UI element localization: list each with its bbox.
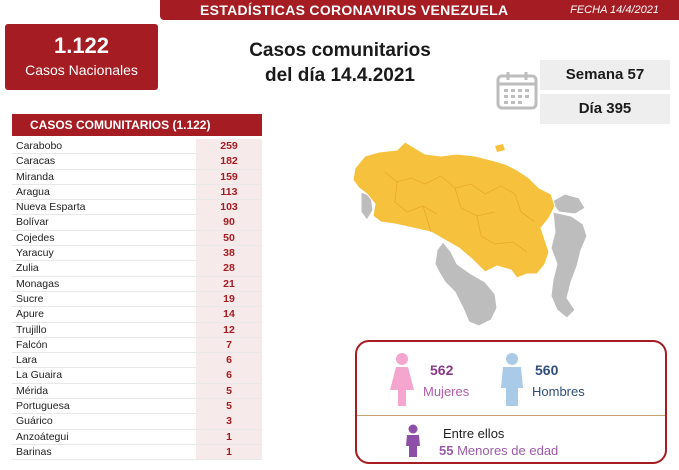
row-value: 21 (196, 276, 262, 292)
row-value: 19 (196, 291, 262, 307)
table-row: Falcón 7 (12, 337, 262, 354)
row-state: Miranda (16, 170, 54, 183)
row-value: 50 (196, 230, 262, 246)
table-row: Zulia 28 (12, 261, 262, 277)
row-value: 5 (196, 383, 262, 399)
row-state: Lara (16, 354, 38, 367)
header-bar: ESTADÍSTICAS CORONAVIRUS VENEZUELA FECHA… (0, 0, 679, 22)
row-value: 14 (196, 307, 262, 322)
row-state: Falcón (16, 338, 48, 351)
row-value: 259 (196, 139, 262, 154)
row-state: Yaracuy (16, 247, 54, 260)
table-row: Sucre 19 (12, 291, 262, 308)
men-label: Hombres (532, 384, 585, 399)
men-count: 560 (535, 362, 559, 378)
row-value: 6 (196, 368, 262, 383)
cases-table-header: CASOS COMUNITARIOS (1.122) (12, 114, 262, 136)
table-row: Trujillo 12 (12, 322, 262, 338)
row-value: 1 (196, 444, 262, 460)
table-row: Anzoátegui 1 (12, 429, 262, 445)
table-row: Guárico 3 (12, 414, 262, 430)
minors-count: 55 (439, 443, 454, 458)
map-region-yellow (352, 141, 556, 279)
row-state: Anzoátegui (16, 430, 69, 443)
row-state: Caracas (16, 155, 56, 168)
row-value: 7 (196, 337, 262, 353)
table-row: Caracas 182 (12, 154, 262, 170)
table-row: Yaracuy 38 (12, 246, 262, 262)
cases-table: Carabobo 259 Caracas 182 Miranda 159 Aragua 113… (12, 139, 262, 461)
row-state: Carabobo (16, 140, 63, 152)
woman-icon (390, 353, 414, 406)
total-cases-label: Casos Nacionales (25, 62, 138, 78)
row-state: La Guaira (16, 369, 63, 382)
row-state: Apure (16, 308, 45, 321)
day-counter: Día 395 (540, 94, 670, 124)
row-state: Aragua (16, 185, 50, 198)
among-them-label: Entre ellos (443, 426, 505, 441)
table-row: Lara 6 (12, 353, 262, 369)
man-icon (501, 353, 523, 406)
headline: Casos comunitarios del día 14.4.2021 (215, 38, 465, 88)
gender-divider (357, 415, 665, 416)
row-state: Bolívar (16, 216, 49, 229)
table-row: Carabobo 259 (12, 139, 262, 155)
row-state: Portuguesa (16, 400, 70, 413)
row-value: 6 (196, 353, 262, 368)
row-value: 113 (196, 184, 262, 200)
table-row: La Guaira 6 (12, 368, 262, 384)
table-row: Nueva Esparta 103 (12, 200, 262, 216)
women-label: Mujeres (423, 384, 470, 399)
row-state: Mérida (16, 384, 49, 397)
row-state: Barinas (16, 445, 52, 458)
row-value: 90 (196, 215, 262, 230)
row-state: Zulia (16, 262, 39, 275)
total-cases-number: 1.122 (53, 33, 110, 58)
table-row: Barinas 1 (12, 444, 262, 461)
headline-line1: Casos comunitarios (249, 40, 431, 61)
calendar-icon (496, 72, 538, 110)
row-state: Trujillo (16, 323, 47, 336)
row-value: 159 (196, 169, 262, 185)
row-state: Guárico (16, 415, 53, 428)
gender-breakdown-box: 562 Mujeres 560 Hombres Entre ellos 55 M… (355, 340, 667, 464)
map-region-gray-east (550, 211, 588, 319)
row-state: Monagas (16, 277, 60, 290)
row-state: Sucre (16, 292, 44, 305)
headline-line2: del día 14.4.2021 (265, 65, 415, 86)
venezuela-map (352, 141, 588, 327)
minors-label: Menores de edad (457, 443, 559, 458)
table-row: Aragua 113 (12, 184, 262, 201)
row-value: 12 (196, 322, 262, 338)
row-value: 1 (196, 429, 262, 445)
minors-line: 55 Menores de edad (439, 443, 558, 458)
table-row: Cojedes 50 (12, 230, 262, 247)
row-value: 103 (196, 200, 262, 215)
table-row: Monagas 21 (12, 276, 262, 292)
row-value: 182 (196, 154, 262, 169)
row-state: Nueva Esparta (16, 201, 86, 214)
map-island (495, 144, 505, 152)
total-cases-box: 1.122 Casos Nacionales (5, 24, 158, 90)
header-title: ESTADÍSTICAS CORONAVIRUS VENEZUELA (200, 2, 509, 18)
header-date: FECHA 14/4/2021 (570, 4, 659, 16)
table-row: Miranda 159 (12, 169, 262, 185)
map-region-gray-delta (550, 193, 586, 215)
map-region-gray-west (434, 241, 498, 327)
table-row: Mérida 5 (12, 383, 262, 400)
row-value: 28 (196, 261, 262, 276)
row-state: Cojedes (16, 231, 55, 244)
table-row: Portuguesa 5 (12, 399, 262, 415)
row-value: 5 (196, 399, 262, 414)
header-banner (160, 0, 679, 20)
table-row: Apure 14 (12, 307, 262, 323)
child-icon (406, 424, 420, 457)
row-value: 3 (196, 414, 262, 429)
table-row: Bolívar 90 (12, 215, 262, 231)
row-value: 38 (196, 246, 262, 261)
women-count: 562 (430, 362, 454, 378)
week-counter: Semana 57 (540, 60, 670, 90)
